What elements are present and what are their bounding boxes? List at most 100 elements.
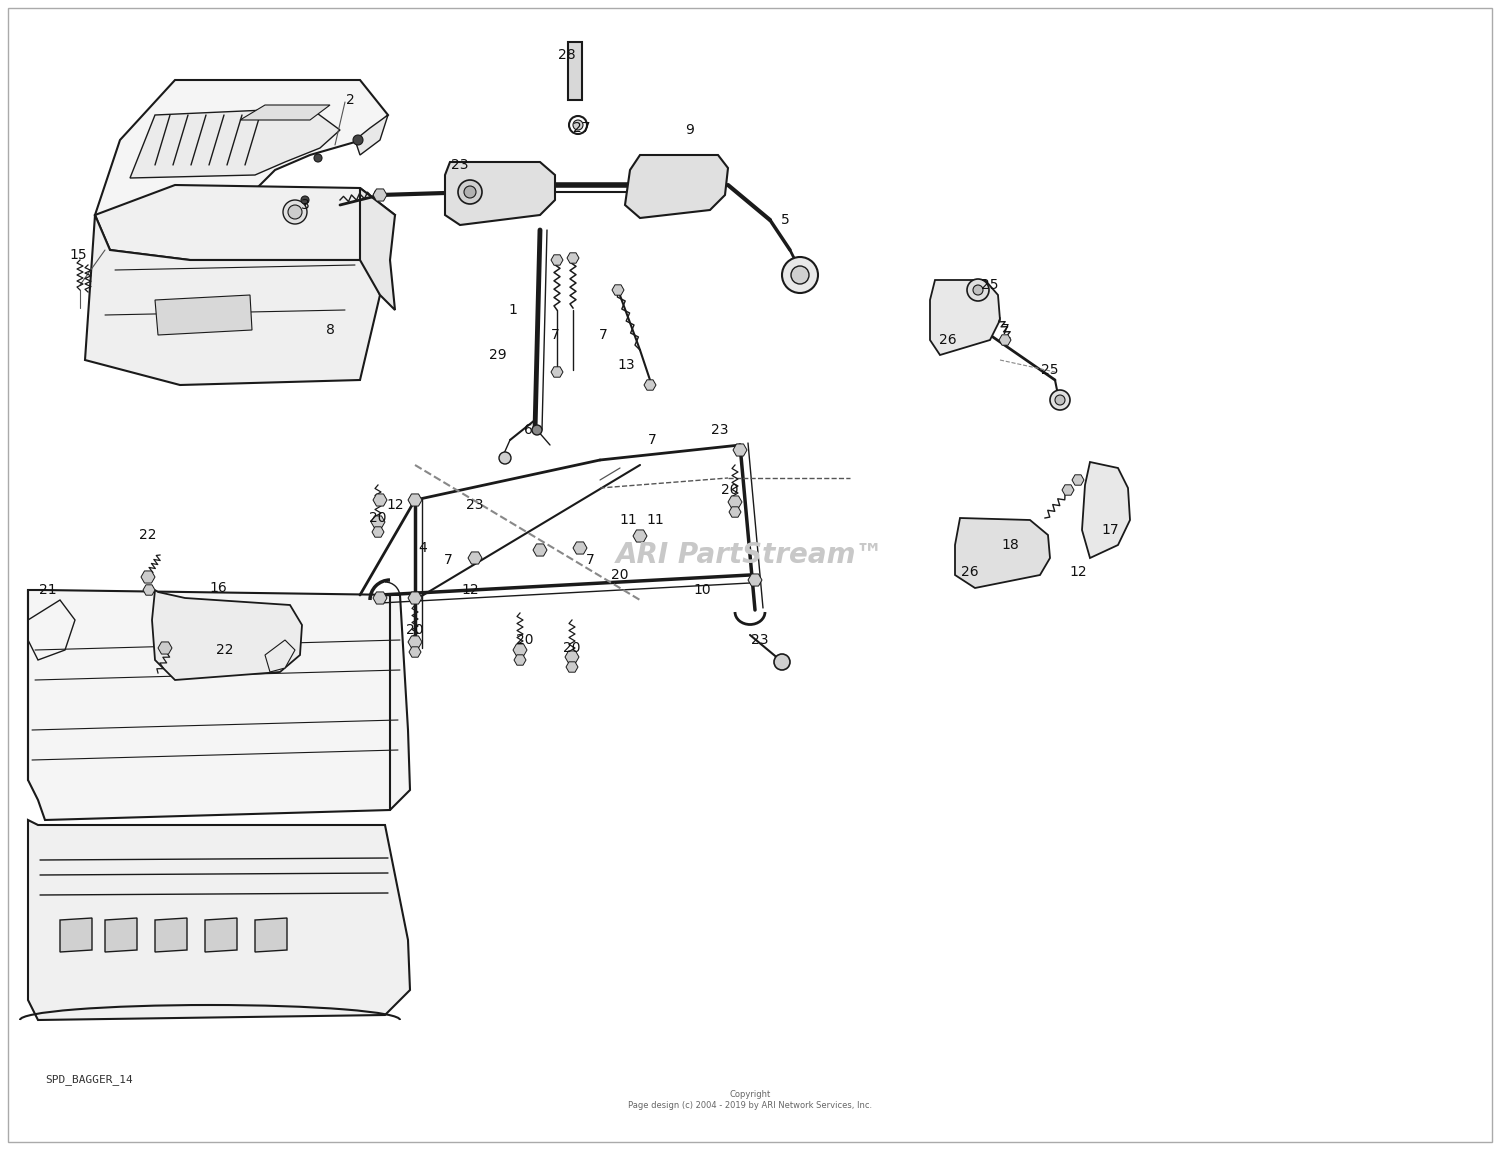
Text: 25: 25 [1041, 363, 1059, 377]
Circle shape [782, 256, 818, 293]
Text: 20: 20 [406, 623, 423, 637]
Text: 7: 7 [598, 328, 608, 342]
Text: 17: 17 [1101, 523, 1119, 537]
Circle shape [1050, 390, 1070, 411]
Circle shape [1054, 394, 1065, 405]
Polygon shape [410, 646, 422, 657]
Text: 23: 23 [452, 158, 468, 172]
Polygon shape [28, 820, 410, 1020]
Polygon shape [142, 585, 154, 596]
Text: 20: 20 [564, 641, 580, 656]
Polygon shape [513, 644, 526, 656]
Circle shape [790, 266, 808, 284]
Text: 22: 22 [216, 643, 234, 657]
Text: 23: 23 [752, 632, 768, 647]
Text: 20: 20 [516, 632, 534, 647]
Polygon shape [372, 527, 384, 537]
Circle shape [464, 186, 476, 198]
Polygon shape [240, 105, 330, 120]
Polygon shape [748, 574, 762, 586]
Polygon shape [130, 108, 340, 178]
Circle shape [500, 452, 512, 463]
Text: 20: 20 [722, 483, 738, 497]
Text: 26: 26 [939, 334, 957, 347]
Polygon shape [567, 253, 579, 263]
Circle shape [284, 200, 308, 224]
Polygon shape [1062, 485, 1074, 496]
Polygon shape [370, 516, 386, 528]
Polygon shape [356, 115, 388, 155]
Polygon shape [930, 279, 1000, 355]
Polygon shape [152, 590, 302, 680]
Circle shape [532, 426, 542, 435]
Text: 2: 2 [345, 93, 354, 107]
Text: 12: 12 [386, 498, 404, 512]
Text: 7: 7 [550, 328, 560, 342]
Polygon shape [105, 918, 136, 952]
Circle shape [968, 279, 988, 301]
Text: Copyright
Page design (c) 2004 - 2019 by ARI Network Services, Inc.: Copyright Page design (c) 2004 - 2019 by… [628, 1090, 872, 1110]
Polygon shape [532, 544, 548, 557]
Polygon shape [94, 81, 388, 215]
Text: 12: 12 [460, 583, 478, 597]
Polygon shape [158, 642, 172, 654]
Text: 3: 3 [300, 198, 309, 212]
Text: 13: 13 [616, 358, 634, 371]
Text: 7: 7 [1000, 323, 1010, 337]
Polygon shape [1082, 462, 1130, 558]
Polygon shape [266, 641, 296, 672]
Text: 29: 29 [489, 348, 507, 362]
Text: 7: 7 [444, 553, 453, 567]
Polygon shape [94, 185, 394, 260]
Polygon shape [729, 507, 741, 518]
Text: ARI PartStream™: ARI PartStream™ [616, 540, 884, 569]
Polygon shape [956, 518, 1050, 588]
Text: 28: 28 [558, 48, 576, 62]
Text: 10: 10 [693, 583, 711, 597]
Polygon shape [468, 552, 482, 564]
Polygon shape [408, 494, 422, 506]
Polygon shape [154, 918, 188, 952]
Circle shape [774, 654, 790, 670]
Text: 18: 18 [1000, 538, 1018, 552]
Text: 9: 9 [686, 123, 694, 137]
Circle shape [573, 120, 584, 130]
Polygon shape [514, 654, 526, 665]
Polygon shape [999, 335, 1011, 345]
Polygon shape [728, 496, 742, 508]
Text: 1: 1 [509, 302, 518, 317]
Polygon shape [644, 380, 656, 390]
Text: 4: 4 [419, 540, 428, 555]
Text: 15: 15 [69, 248, 87, 262]
Circle shape [302, 196, 309, 204]
Circle shape [458, 181, 482, 204]
Circle shape [288, 205, 302, 218]
Polygon shape [255, 918, 286, 952]
Text: SPD_BAGGER_14: SPD_BAGGER_14 [45, 1074, 132, 1086]
Text: 6: 6 [524, 423, 532, 437]
Polygon shape [734, 444, 747, 457]
Text: 26: 26 [962, 565, 980, 578]
Circle shape [974, 285, 982, 296]
Polygon shape [550, 255, 562, 266]
Polygon shape [86, 215, 380, 385]
Polygon shape [566, 651, 579, 664]
Polygon shape [154, 296, 252, 335]
Polygon shape [60, 918, 92, 952]
Polygon shape [206, 918, 237, 952]
Text: 22: 22 [140, 528, 156, 542]
Polygon shape [573, 542, 586, 554]
Text: 23: 23 [711, 423, 729, 437]
Circle shape [352, 135, 363, 145]
Polygon shape [568, 43, 582, 100]
Text: 23: 23 [466, 498, 483, 512]
Polygon shape [566, 661, 578, 673]
Text: 11: 11 [620, 513, 638, 527]
Polygon shape [28, 590, 410, 820]
Circle shape [314, 154, 322, 162]
Polygon shape [141, 570, 154, 583]
Polygon shape [360, 187, 394, 310]
Polygon shape [626, 155, 728, 218]
Polygon shape [612, 285, 624, 296]
Polygon shape [633, 530, 646, 542]
